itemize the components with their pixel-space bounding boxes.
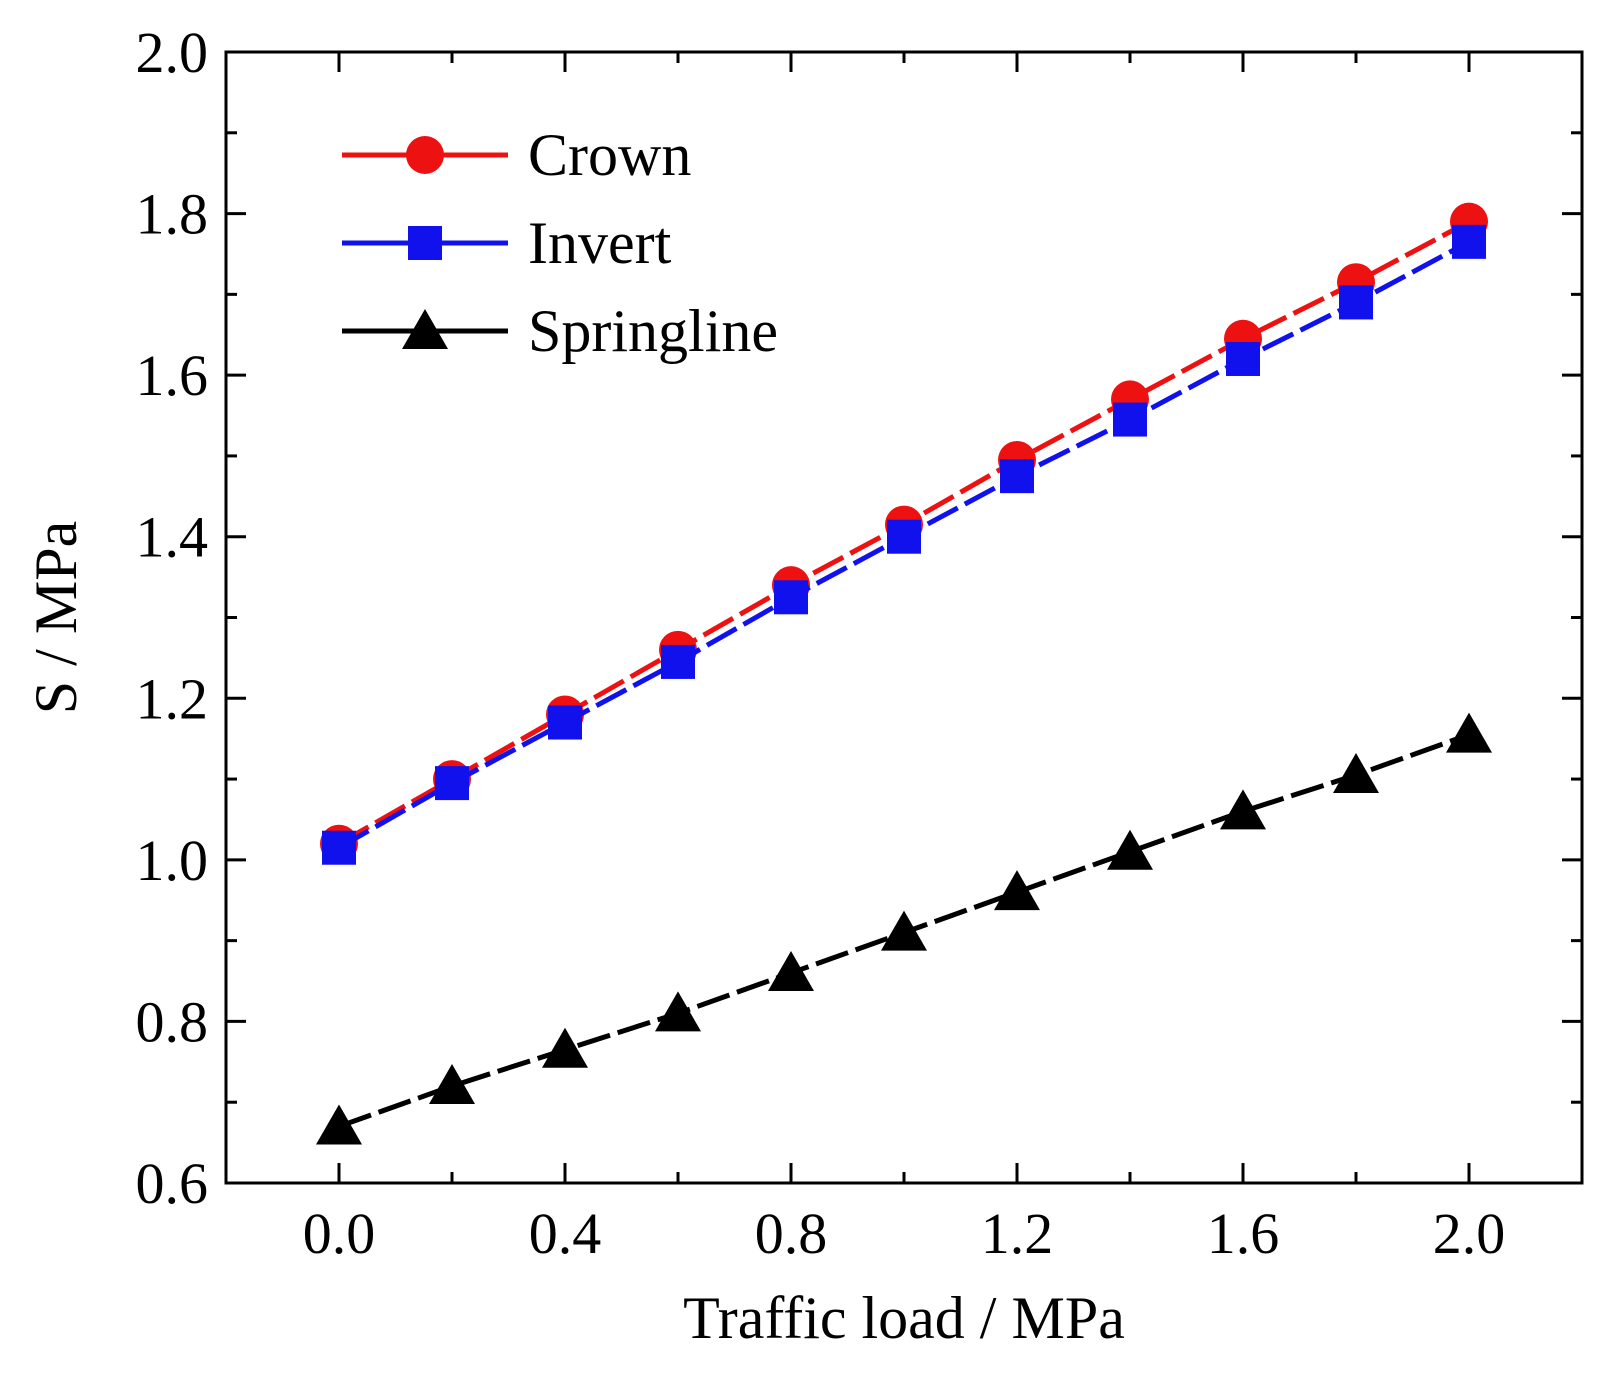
y-tick-label: 0.8 <box>136 989 209 1054</box>
series-invert <box>322 224 1486 865</box>
y-tick-label: 1.0 <box>136 828 209 893</box>
data-point <box>774 580 808 615</box>
data-point <box>994 870 1040 911</box>
legend-marker <box>402 309 448 349</box>
y-tick-label: 0.6 <box>136 1151 209 1216</box>
y-tick-label: 1.6 <box>136 343 209 408</box>
data-point <box>1220 789 1266 830</box>
x-tick-label: 0.0 <box>303 1201 376 1266</box>
legend-item: Crown <box>342 122 691 188</box>
x-tick-label: 0.8 <box>755 1201 828 1266</box>
legend-item: Springline <box>342 298 778 364</box>
x-tick-label: 1.6 <box>1207 1201 1280 1266</box>
y-tick-label: 1.2 <box>136 666 209 731</box>
data-point <box>768 950 814 991</box>
x-tick-label: 1.2 <box>981 1201 1054 1266</box>
legend-item: Invert <box>342 210 672 276</box>
data-point <box>435 766 469 801</box>
data-point <box>1113 402 1147 437</box>
data-point <box>1226 341 1260 376</box>
data-point <box>661 644 695 679</box>
series-layer <box>316 202 1492 1145</box>
y-axis-title: S / MPa <box>23 521 89 714</box>
legend-label: Invert <box>528 210 672 276</box>
x-tick-label: 2.0 <box>1433 1201 1506 1266</box>
legend: Crown Invert Springline <box>342 122 778 364</box>
data-point <box>1107 829 1153 870</box>
legend-label: Springline <box>528 298 778 364</box>
y-tick-label: 1.8 <box>136 182 209 247</box>
data-point <box>542 1027 588 1068</box>
data-point <box>881 910 927 951</box>
data-point <box>316 1104 362 1145</box>
series-springline <box>316 712 1492 1145</box>
data-point <box>887 519 921 554</box>
data-point <box>1446 712 1492 753</box>
y-tick-label: 1.4 <box>136 505 209 570</box>
data-point <box>1333 753 1379 794</box>
legend-marker <box>408 226 442 260</box>
x-axis-title: Traffic load / MPa <box>683 1285 1125 1351</box>
legend-label: Crown <box>528 122 691 188</box>
data-point <box>1000 459 1034 494</box>
data-point <box>322 830 356 865</box>
ticks-layer: 0.0 0.4 0.8 1.2 1.6 2.0 0.6 0.8 1.0 1.2 1.4 1.6 1.8 2… <box>136 20 1582 1266</box>
data-point <box>1339 285 1373 320</box>
x-tick-label: 0.4 <box>529 1201 602 1266</box>
data-point <box>1452 224 1486 259</box>
plot-frame <box>224 50 1584 1185</box>
data-point <box>655 991 701 1032</box>
legend-marker <box>406 136 444 174</box>
data-point <box>548 705 582 740</box>
data-point <box>429 1064 475 1105</box>
y-tick-label: 2.0 <box>136 20 209 85</box>
